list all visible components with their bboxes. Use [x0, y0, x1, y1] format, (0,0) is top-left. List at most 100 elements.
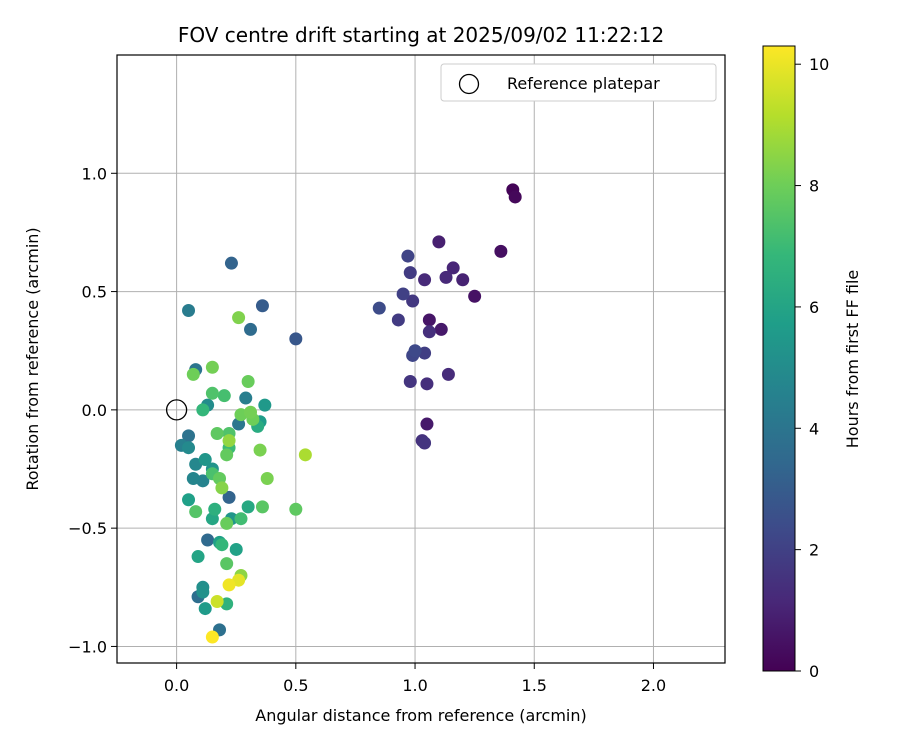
plot-frame [116, 54, 726, 664]
reference-platepar-marker [165, 399, 188, 421]
colorbar-tick-label: 4 [809, 419, 819, 438]
scatter-point [205, 360, 219, 374]
data-points [165, 183, 522, 644]
scatter-point [391, 313, 405, 327]
scatter-point [191, 550, 205, 564]
x-tick-label: 1.0 [402, 676, 427, 695]
scatter-point [215, 538, 229, 552]
scatter-point [186, 471, 200, 485]
scatter-point [215, 481, 229, 495]
scatter-point [420, 417, 434, 431]
scatter-point [205, 386, 219, 400]
scatter-point [401, 249, 415, 263]
scatter-point [255, 500, 269, 514]
scatter-point [196, 585, 210, 599]
scatter-point [260, 471, 274, 485]
x-tick-label: 0.0 [164, 676, 189, 695]
scatter-point [441, 367, 455, 381]
scatter-point [289, 502, 303, 516]
colorbar-tick-label: 10 [809, 55, 829, 74]
colorbar: 0 2 4 6 8 10 Hours from first FF file [762, 45, 862, 681]
scatter-point [241, 374, 255, 388]
scatter-point [189, 505, 203, 519]
scatter-point [205, 630, 219, 644]
scatter-point [217, 389, 231, 403]
scatter-point [198, 453, 212, 467]
colorbar-tick-label: 6 [809, 298, 819, 317]
scatter-point [396, 287, 410, 301]
y-tick-label: −0.5 [68, 519, 107, 538]
scatter-point [234, 512, 248, 526]
scatter-point [289, 332, 303, 346]
scatter-point [232, 311, 246, 325]
scatter-point [494, 244, 508, 258]
scatter-point [186, 367, 200, 381]
scatter-point [255, 299, 269, 313]
scatter-point [198, 602, 212, 616]
scatter-point [508, 190, 522, 204]
scatter-point [408, 344, 422, 358]
y-tick-label: 0.0 [82, 401, 107, 420]
scatter-point [222, 578, 236, 592]
scatter-point [258, 398, 272, 412]
scatter-point [182, 441, 196, 455]
colorbar-tick-label: 0 [809, 662, 819, 681]
scatter-point [220, 516, 234, 530]
scatter-point [403, 374, 417, 388]
colorbar-gradient [762, 45, 796, 672]
scatter-point [222, 434, 236, 448]
scatter-point [239, 391, 253, 405]
legend-reference-marker [458, 73, 480, 95]
scatter-point [244, 405, 258, 419]
scatter-point [422, 325, 436, 339]
scatter-point [182, 493, 196, 507]
scatter-point [222, 490, 236, 504]
chart-title: FOV centre drift starting at 2025/09/02 … [178, 23, 664, 47]
scatter-point [220, 557, 234, 571]
scatter-point [241, 500, 255, 514]
legend-reference-label: Reference platepar [507, 74, 660, 93]
scatter-point [220, 448, 234, 462]
colorbar-tick-label: 8 [809, 177, 819, 196]
colorbar-label: Hours from first FF file [843, 270, 862, 449]
legend-box [440, 63, 717, 102]
scatter-point [196, 403, 210, 417]
scatter-point [434, 322, 448, 336]
scatter-point [446, 261, 460, 275]
y-axis-ticks: −1.0 −0.5 0.0 0.5 1.0 [68, 164, 117, 656]
scatter-point [468, 289, 482, 303]
scatter-point [244, 322, 258, 336]
scatter-point [201, 533, 215, 547]
x-tick-label: 0.5 [283, 676, 308, 695]
scatter-point [403, 266, 417, 280]
scatter-point [422, 313, 436, 327]
scatter-point [372, 301, 386, 315]
scatter-point [420, 377, 434, 391]
x-tick-label: 1.5 [522, 676, 547, 695]
legend: Reference platepar [440, 63, 717, 102]
colorbar-ticks: 0 2 4 6 8 10 [795, 55, 829, 681]
scatter-point [439, 270, 453, 284]
x-tick-label: 2.0 [641, 676, 666, 695]
y-tick-label: 1.0 [82, 164, 107, 183]
scatter-point [208, 502, 222, 516]
colorbar-tick-label: 2 [809, 541, 819, 560]
y-tick-label: −1.0 [68, 637, 107, 656]
scatter-point [418, 436, 432, 450]
x-axis-label: Angular distance from reference (arcmin) [255, 706, 586, 725]
scatter-point [210, 427, 224, 441]
y-axis-label: Rotation from reference (arcmin) [23, 227, 42, 490]
y-tick-label: 0.5 [82, 283, 107, 302]
scatter-point [418, 273, 432, 287]
scatter-point [210, 594, 224, 608]
x-axis-ticks: 0.0 0.5 1.0 1.5 2.0 [164, 663, 666, 695]
scatter-point [182, 304, 196, 318]
scatter-point [253, 443, 267, 457]
scatter-point [224, 256, 238, 270]
scatter-point [229, 542, 243, 556]
scatter-point [182, 429, 196, 443]
scatter-point [432, 235, 446, 249]
scatter-point [406, 294, 420, 308]
scatter-point [456, 273, 470, 287]
